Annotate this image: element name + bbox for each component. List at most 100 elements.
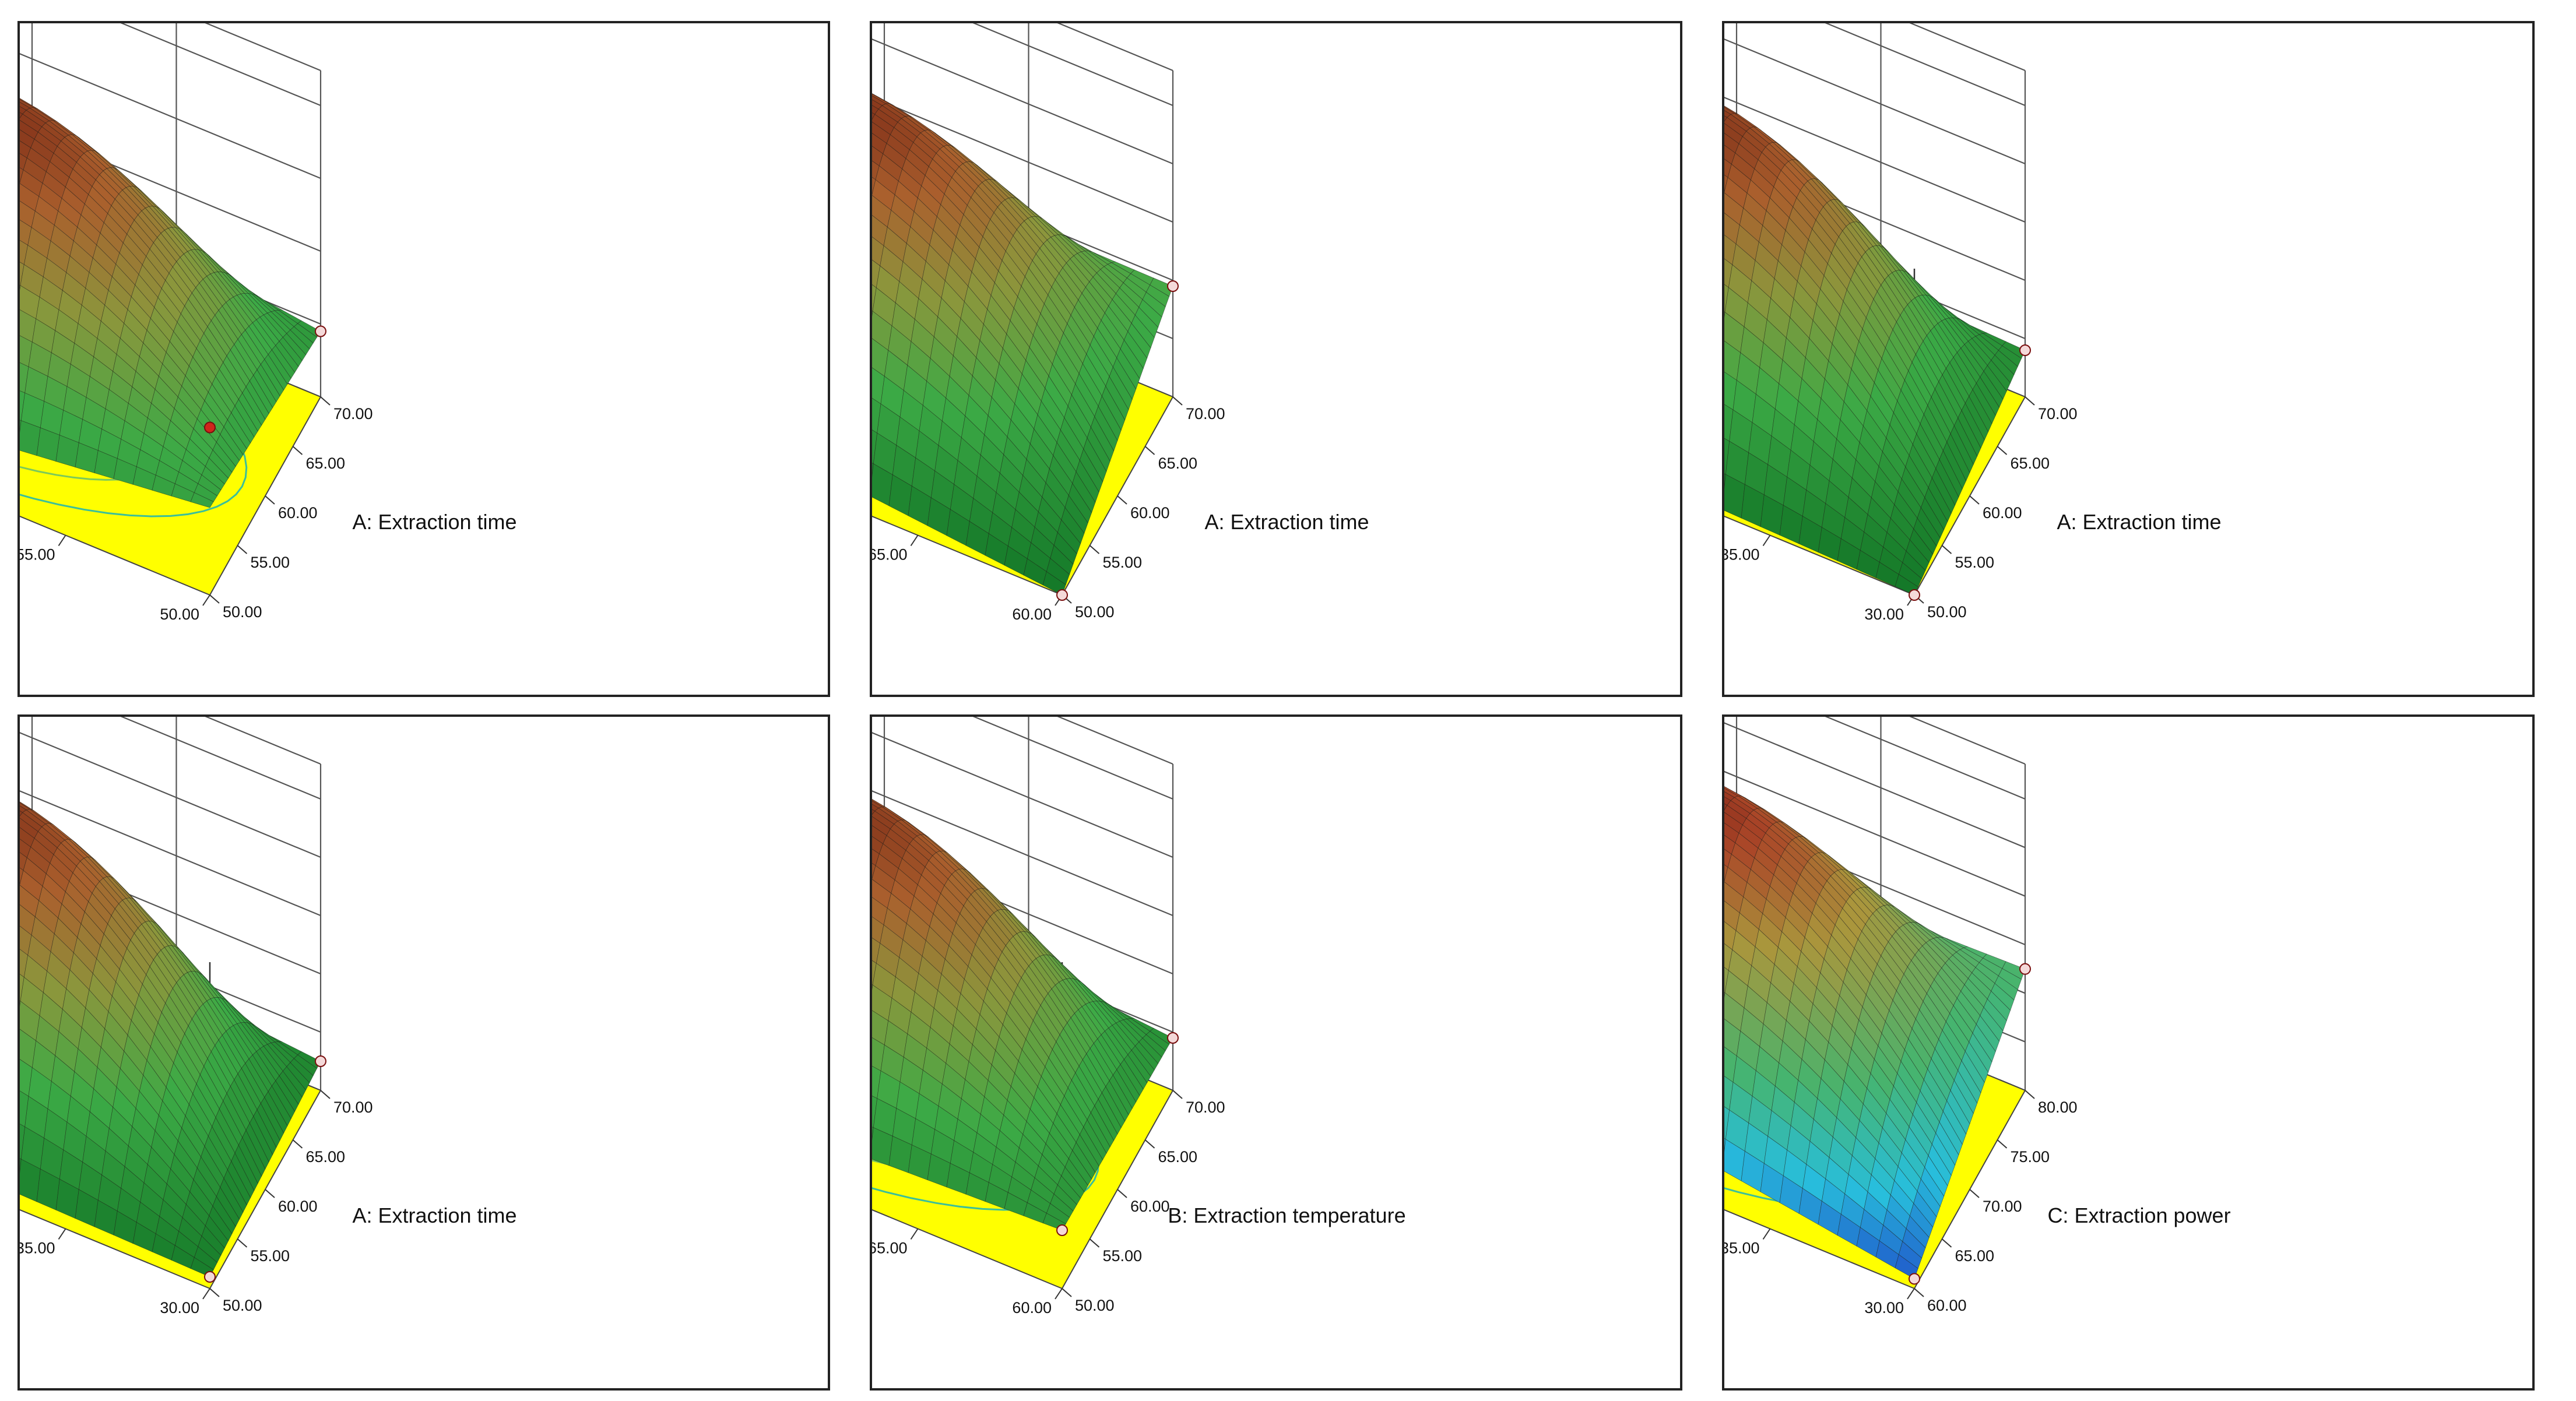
y-axis: 50.00 55.00 60.00 65.00 70.00 A: Extraction t… xyxy=(209,396,517,621)
grid-line xyxy=(120,717,321,800)
y-tick-label: 50.00 xyxy=(223,1297,262,1314)
y-tick xyxy=(320,1090,331,1099)
chart-panel: (C)1.11.21.31.41.51.6Y i e l d(%)50.0045… xyxy=(1722,21,2535,697)
response-surface xyxy=(20,98,321,508)
y-tick xyxy=(1941,1238,1952,1248)
y-tick-label: 55.00 xyxy=(1103,554,1143,571)
y-tick xyxy=(1089,545,1100,554)
y-tick xyxy=(1062,1288,1072,1297)
response-surface xyxy=(1724,786,2026,1279)
y-tick-label: 70.00 xyxy=(2038,405,2078,423)
chart-panel: (A)1.21.31.41.51.6Y i e l d(%)70.0065.00… xyxy=(17,21,830,697)
y-tick-label: 60.00 xyxy=(278,504,318,522)
x-tick-label: 30.00 xyxy=(1864,1299,1904,1316)
y-axis-label: A: Extraction time xyxy=(352,510,516,534)
x-tick xyxy=(58,1228,66,1240)
y-tick-label: 60.00 xyxy=(278,1198,318,1215)
grid-line xyxy=(1724,97,2026,223)
back-wall-right xyxy=(20,717,321,1090)
y-tick xyxy=(292,1139,303,1149)
x-tick-label: 65.00 xyxy=(872,546,908,564)
y-tick xyxy=(1144,446,1155,455)
grid-line xyxy=(872,38,1173,165)
surface-cell xyxy=(190,492,214,508)
y-tick-label: 75.00 xyxy=(2011,1148,2050,1166)
grid-line xyxy=(972,717,1173,800)
response-surface xyxy=(1724,105,2026,596)
y-tick xyxy=(1997,1139,2008,1149)
y-tick-label: 50.00 xyxy=(1927,603,1967,621)
y-tick-label: 50.00 xyxy=(1075,603,1115,621)
design-points xyxy=(1056,280,1179,601)
y-tick-label: 70.00 xyxy=(333,405,373,423)
y-tick xyxy=(237,545,248,554)
y-tick-label: 65.00 xyxy=(2011,455,2050,472)
design-point xyxy=(315,1055,326,1067)
y-tick-label: 80.00 xyxy=(2038,1099,2078,1116)
y-axis-label: A: Extraction time xyxy=(1204,510,1369,534)
grid-line xyxy=(972,23,1173,107)
grid-line xyxy=(20,790,321,917)
design-points xyxy=(1056,1032,1179,1236)
surface-plot: 11.11.21.31.41.51.6Y i e l d(%)50.0045.0… xyxy=(1724,717,2231,1316)
y-tick-label: 70.00 xyxy=(1186,1099,1225,1116)
grid-line xyxy=(20,126,321,252)
y-tick xyxy=(1117,1189,1127,1198)
y-tick-label: 55.00 xyxy=(251,1247,290,1265)
x-tick-label: 30.00 xyxy=(160,1299,199,1316)
y-tick-label: 60.00 xyxy=(1130,1198,1170,1215)
y-tick xyxy=(1997,446,2008,455)
design-point xyxy=(1056,589,1068,601)
y-axis-label: A: Extraction time xyxy=(352,1203,516,1227)
grid-line xyxy=(20,53,321,179)
y-tick-label: 70.00 xyxy=(1186,405,1225,423)
y-axis-label: C: Extraction power xyxy=(2047,1203,2230,1227)
design-point xyxy=(204,421,216,434)
y-axis: 50.00 55.00 60.00 65.00 70.00 A: Extraction t… xyxy=(1914,396,2222,621)
y-axis: 60.00 65.00 70.00 75.00 80.00 C: Extraction p… xyxy=(1914,1090,2231,1314)
x-tick xyxy=(910,534,919,547)
design-point xyxy=(315,325,326,337)
y-tick xyxy=(209,1288,220,1297)
grid-line xyxy=(1724,38,2026,165)
x-tick xyxy=(910,1228,919,1240)
design-point xyxy=(1167,1032,1179,1044)
y-tick-label: 50.00 xyxy=(1075,1297,1115,1314)
y-tick xyxy=(209,594,220,604)
design-point xyxy=(1056,1224,1068,1236)
contour-line xyxy=(872,980,1100,1211)
y-tick-label: 60.00 xyxy=(1130,504,1170,522)
y-tick xyxy=(1914,1288,1924,1297)
y-tick xyxy=(1172,396,1183,406)
y-tick xyxy=(1144,1139,1155,1149)
design-points xyxy=(204,1055,326,1283)
y-tick xyxy=(265,495,275,505)
x-tick-label: 35.00 xyxy=(1724,1240,1760,1257)
y-tick xyxy=(1172,1090,1183,1099)
y-tick-label: 65.00 xyxy=(1158,1148,1198,1166)
grid-line xyxy=(1825,717,2026,800)
x-tick xyxy=(202,1288,210,1300)
x-tick xyxy=(1762,534,1771,547)
y-tick xyxy=(1969,495,1980,505)
response-surface xyxy=(872,93,1173,596)
y-axis: 50.00 55.00 60.00 65.00 70.00 B: Extraction t… xyxy=(1062,1090,1406,1314)
surface-plot: 1.21.31.41.51.6Y i e l d(%)70.0065.0060.… xyxy=(20,23,517,623)
y-tick-label: 55.00 xyxy=(1103,1247,1143,1265)
y-tick xyxy=(320,396,331,406)
design-points xyxy=(204,325,326,434)
y-tick xyxy=(1969,1189,1980,1198)
grid-line xyxy=(1724,722,2026,849)
x-tick-label: 35.00 xyxy=(20,1240,55,1257)
surface-plot: 1.11.21.31.41.51.6Y i e l d(%)80.0075.00… xyxy=(872,23,1369,623)
x-tick-label: 60.00 xyxy=(1012,1299,1052,1316)
design-point xyxy=(204,1271,216,1283)
y-tick-label: 50.00 xyxy=(223,603,262,621)
y-tick-label: 60.00 xyxy=(1983,504,2022,522)
x-tick xyxy=(1055,1288,1063,1300)
y-tick xyxy=(2025,396,2035,406)
chart-panel: (F)11.11.21.31.41.51.6Y i e l d(%)50.004… xyxy=(1722,714,2535,1391)
